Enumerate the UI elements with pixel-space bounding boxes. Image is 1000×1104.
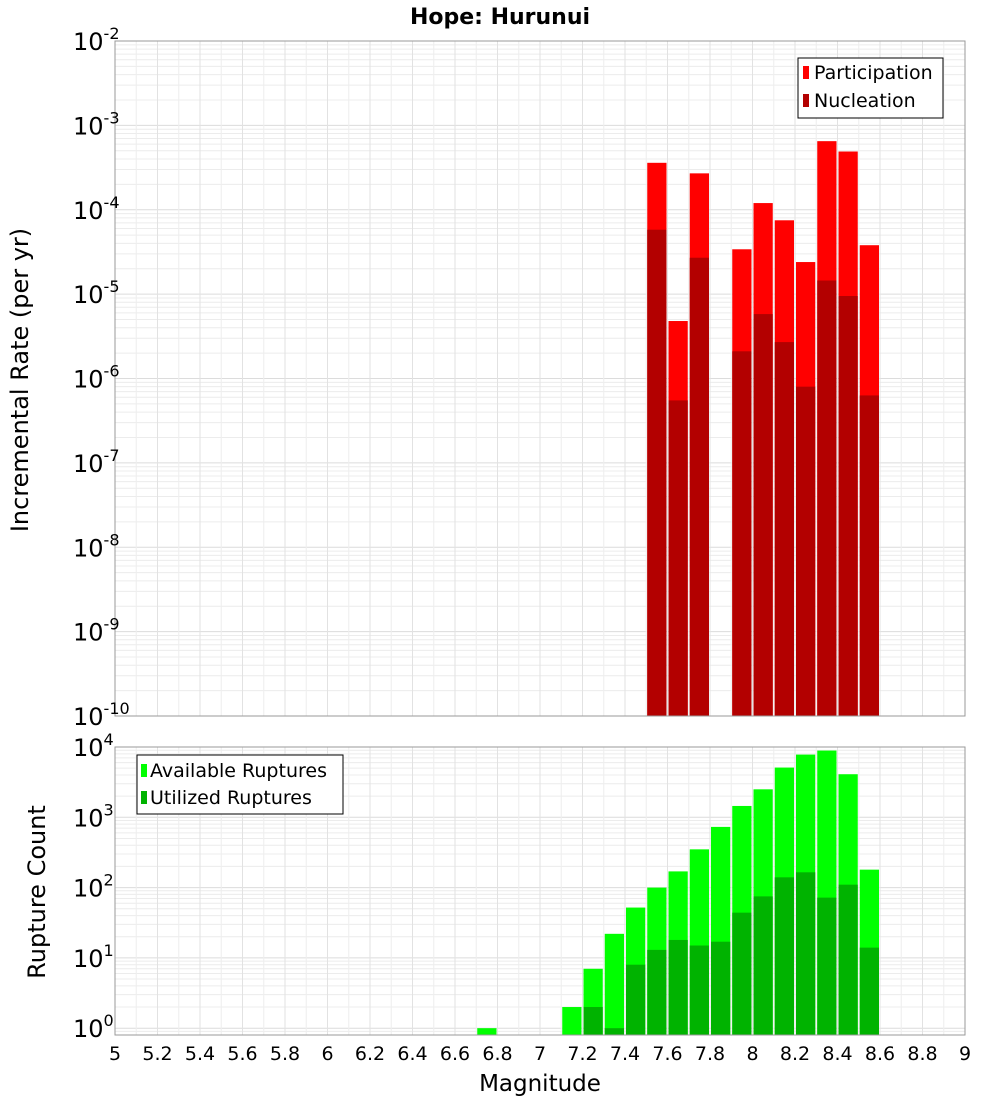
available-legend-label: Available Ruptures [150,760,327,782]
x-tick-label: 8 [746,1043,758,1065]
rate-bar-nucleation [838,296,858,716]
nucleation-legend-swatch [803,94,809,107]
rate-bar-nucleation [796,386,816,716]
rate-plot-y-ticks: 10-10 10-9 10-8 10-7 10-6 10-5 10-4 10-3 10-2 [73,24,130,731]
count-bar-available-ruptures [562,1007,582,1035]
rate-bar-nucleation [753,314,773,716]
count-y-tick-label: 102 [73,871,114,903]
count-bar-utilized-ruptures [774,877,794,1035]
x-tick-label: 5.8 [270,1043,300,1065]
count-legend: Available Ruptures Utilized Ruptures [136,754,344,815]
x-tick-label: 8.6 [865,1043,895,1065]
count-bar-utilized-ruptures [647,949,667,1035]
chart-title: Hope: Hurunui [410,5,590,30]
available-legend-swatch [141,764,147,777]
rate-plot-grid [114,41,966,717]
x-tick-label: 6 [321,1043,333,1065]
x-tick-label: 7.8 [695,1043,725,1065]
x-tick-label: 7 [534,1043,546,1065]
count-bar-utilized-ruptures [583,1007,603,1035]
count-plot-bars [477,750,879,1035]
rate-y-tick-label: 10-4 [73,193,120,225]
nucleation-legend-label: Nucleation [814,90,916,112]
utilized-legend-swatch [141,791,147,804]
count-bar-utilized-ruptures [604,1028,624,1035]
count-bar-utilized-ruptures [689,945,709,1035]
rate-y-tick-label: 10-2 [73,24,120,56]
rate-y-tick-label: 10-9 [73,615,120,647]
x-tick-label: 8.4 [822,1043,852,1065]
participation-legend-label: Participation [814,62,933,84]
count-plot-frame [114,746,966,1036]
count-y-tick-label: 104 [73,730,114,762]
x-tick-label: 6.6 [440,1043,470,1065]
count-y-tick-label: 101 [73,941,114,973]
x-tick-label: 5.6 [227,1043,257,1065]
x-tick-label: 8.2 [780,1043,810,1065]
count-bar-available-ruptures [604,933,624,1035]
rate-y-axis-label: Incremental Rate (per yr) [6,228,34,532]
rate-bar-nucleation [668,400,688,716]
count-y-tick-label: 100 [73,1011,114,1043]
rate-bar-nucleation [647,229,667,717]
count-legend-box [136,754,344,815]
count-bar-utilized-ruptures [796,872,816,1035]
rate-legend: Participation Nucleation [797,57,944,119]
count-y-tick-label: 103 [73,800,114,832]
rate-plot-bars [647,141,879,717]
count-bar-utilized-ruptures [711,941,731,1035]
count-bar-utilized-ruptures [626,964,646,1035]
x-tick-label: 7.2 [567,1043,597,1065]
x-tick-label: 6.2 [355,1043,385,1065]
x-tick-label: 6.4 [397,1043,427,1065]
rate-plot-frame [114,40,966,717]
utilized-legend-label: Utilized Ruptures [150,787,312,809]
count-bar-utilized-ruptures [859,947,879,1035]
rate-y-tick-label: 10-7 [73,446,120,478]
count-plot: 100 101 102 103 104 5 5.2 5.4 5.6 5.8 6 6.2 6.4 6.6 6… [23,730,971,1097]
x-tick-label: 5.2 [142,1043,172,1065]
count-bar-utilized-ruptures [817,897,837,1035]
rate-plot: 10-10 10-9 10-8 10-7 10-6 10-5 10-4 10-3 10-2 In… [6,24,966,731]
count-bar-utilized-ruptures [838,884,858,1035]
rate-y-tick-label: 10-3 [73,108,120,140]
rate-y-tick-label: 10-6 [73,362,120,394]
count-bar-available-ruptures [477,1028,497,1035]
x-axis-label: Magnitude [479,1071,601,1097]
rate-bar-nucleation [732,351,752,716]
rate-legend-box [797,57,944,119]
x-tick-label: 7.4 [610,1043,640,1065]
participation-legend-swatch [803,66,809,79]
rate-y-tick-label: 10-8 [73,530,120,562]
x-tick-label: 5.4 [185,1043,215,1065]
count-y-axis-label: Rupture Count [23,805,51,979]
x-tick-label: 8.8 [907,1043,937,1065]
count-bar-utilized-ruptures [668,939,688,1035]
count-bar-utilized-ruptures [753,896,773,1035]
x-tick-label: 9 [959,1043,971,1065]
rate-bar-nucleation [774,342,794,716]
count-plot-y-ticks: 100 101 102 103 104 [73,730,114,1043]
rate-bar-nucleation [689,257,709,716]
rate-bar-nucleation [859,395,879,716]
x-tick-label: 7.6 [652,1043,682,1065]
count-plot-x-ticks: 5 5.2 5.4 5.6 5.8 6 6.2 6.4 6.6 6.8 7 7.2 7.4 7.6 7.8 8… [109,1043,971,1065]
x-tick-label: 6.8 [482,1043,512,1065]
rate-bar-nucleation [817,280,837,716]
rate-y-tick-label: 10-5 [73,277,120,309]
rate-y-tick-label: 10-10 [73,699,130,731]
count-bar-utilized-ruptures [732,912,752,1035]
x-tick-label: 5 [109,1043,121,1065]
